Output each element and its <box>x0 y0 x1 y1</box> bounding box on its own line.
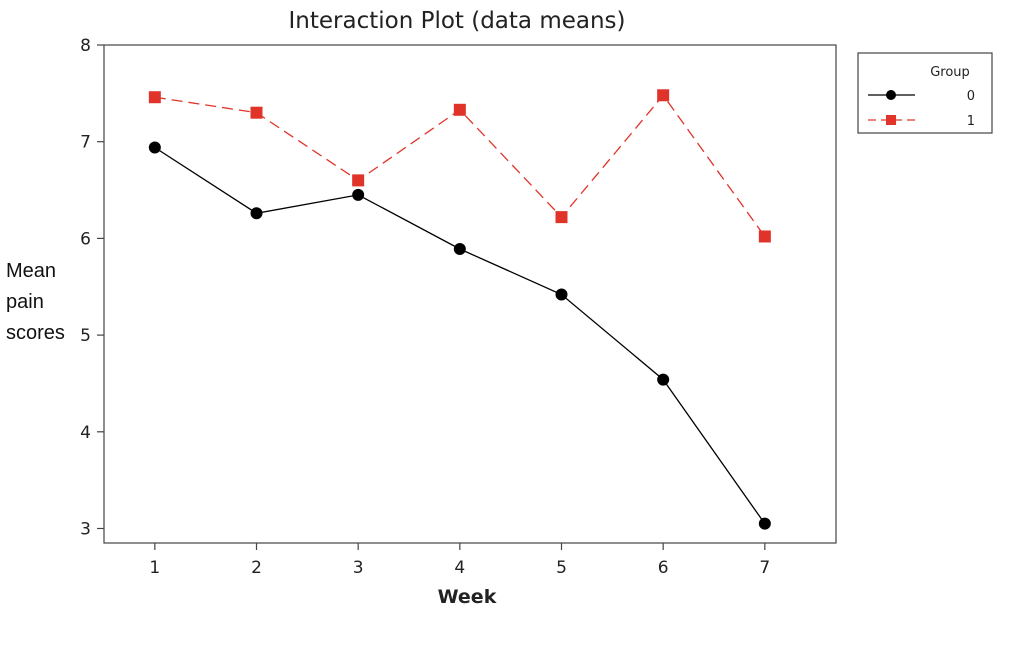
data-point-group-1 <box>148 91 161 104</box>
data-point-group-1 <box>250 106 263 119</box>
legend-box <box>857 52 993 134</box>
y-tick-label: 7 <box>80 133 91 153</box>
data-point-group-0 <box>657 373 670 386</box>
data-point-group-0 <box>555 288 568 301</box>
data-point-group-1 <box>352 174 365 187</box>
data-point-group-1 <box>555 211 568 224</box>
x-tick-label: 1 <box>149 558 160 578</box>
legend-marker-group-0 <box>886 90 896 100</box>
y-tick-label: 3 <box>80 519 91 539</box>
legend-marker-group-1 <box>886 115 896 125</box>
y-tick-label: 8 <box>80 36 91 56</box>
data-point-group-0 <box>758 517 771 530</box>
x-tick-label: 6 <box>658 558 669 578</box>
legend-label-group-0: 0 <box>967 89 975 104</box>
data-point-group-0 <box>148 141 161 154</box>
legend-title: Group <box>930 65 970 80</box>
x-axis-label: Week <box>438 586 497 608</box>
x-tick-label: 2 <box>251 558 262 578</box>
data-point-group-0 <box>453 243 466 256</box>
data-point-group-1 <box>453 103 466 116</box>
y-tick-label: 6 <box>80 229 91 249</box>
plot-frame <box>103 44 837 544</box>
series-line-group-1 <box>154 94 766 237</box>
data-point-group-0 <box>352 188 365 201</box>
data-point-group-0 <box>250 207 263 220</box>
data-point-group-1 <box>758 230 771 243</box>
x-tick-label: 3 <box>353 558 364 578</box>
data-point-group-1 <box>657 89 670 102</box>
y-axis-label-line: pain <box>6 291 44 313</box>
x-tick-label: 5 <box>556 558 567 578</box>
y-axis-label-line: scores <box>6 322 65 344</box>
y-tick-label: 5 <box>80 326 91 346</box>
series-line-group-0 <box>154 146 766 525</box>
y-axis-label-line: Mean <box>6 260 56 282</box>
legend-label-group-1: 1 <box>967 114 975 129</box>
y-tick-label: 4 <box>80 423 91 443</box>
x-tick-label: 7 <box>759 558 770 578</box>
chart-title: Interaction Plot (data means) <box>288 8 625 34</box>
x-tick-label: 4 <box>454 558 465 578</box>
